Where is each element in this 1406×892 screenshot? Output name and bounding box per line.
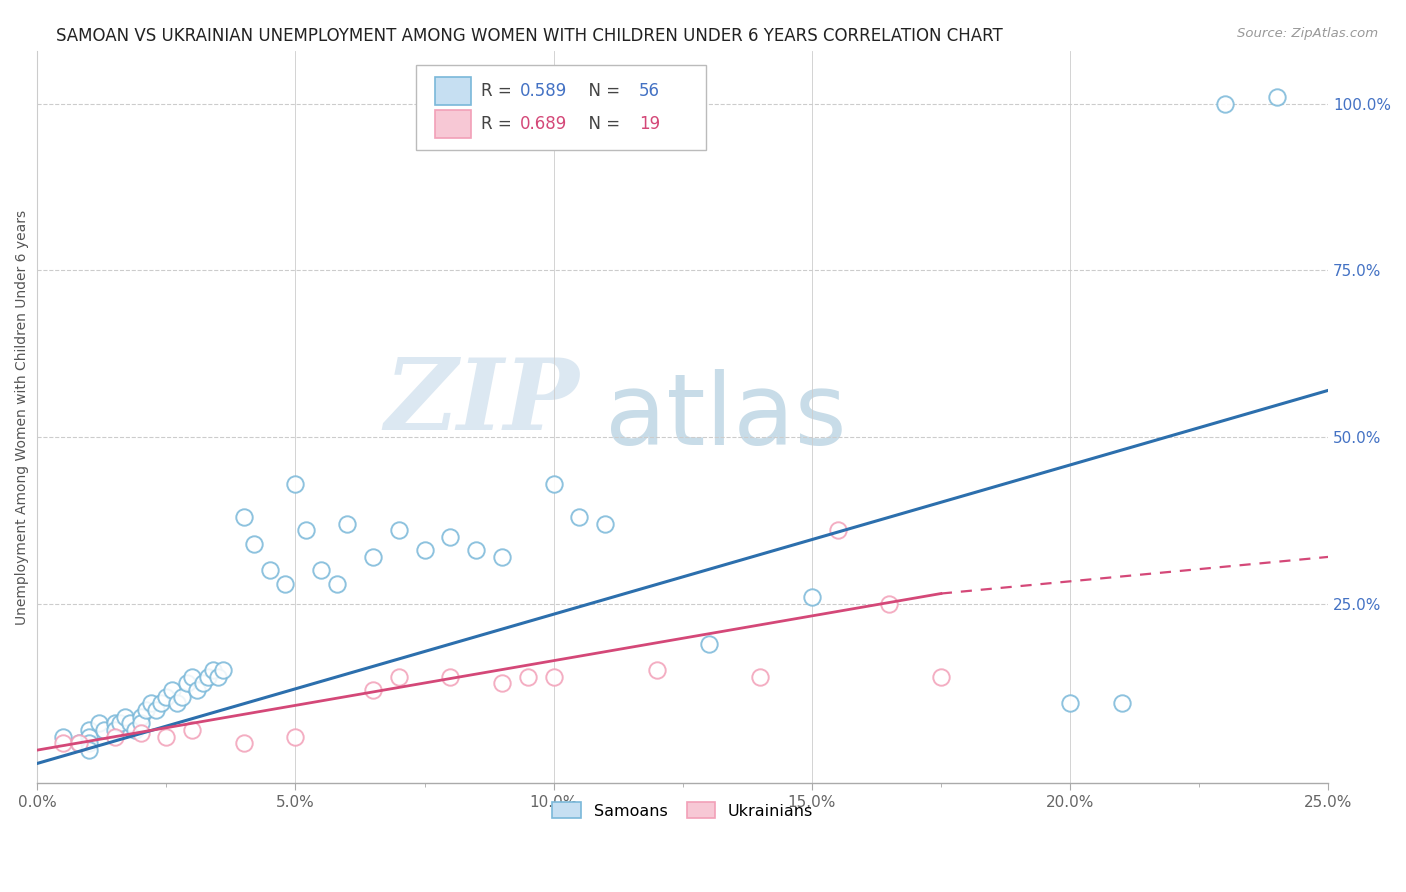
- Point: [207, 670, 229, 684]
- Point: [67, 736, 90, 750]
- Point: [129, 716, 152, 731]
- Point: [645, 663, 668, 677]
- Point: [388, 523, 411, 537]
- Point: [181, 670, 204, 684]
- Point: [595, 516, 617, 531]
- Point: [232, 510, 254, 524]
- Point: [697, 636, 720, 650]
- Point: [326, 576, 349, 591]
- Point: [191, 676, 214, 690]
- Point: [284, 476, 307, 491]
- Point: [77, 736, 100, 750]
- Point: [89, 716, 111, 731]
- Text: N =: N =: [578, 115, 626, 133]
- Point: [170, 690, 193, 704]
- Point: [543, 670, 565, 684]
- Point: [311, 563, 333, 577]
- Point: [176, 676, 198, 690]
- Point: [52, 736, 75, 750]
- Point: [201, 663, 224, 677]
- Text: ZIP: ZIP: [384, 354, 579, 450]
- Point: [361, 683, 384, 698]
- Point: [145, 703, 167, 717]
- Point: [336, 516, 359, 531]
- Point: [67, 736, 90, 750]
- Point: [93, 723, 115, 737]
- Text: N =: N =: [578, 82, 626, 100]
- Point: [77, 743, 100, 757]
- Point: [150, 697, 173, 711]
- Point: [568, 510, 591, 524]
- Point: [465, 543, 488, 558]
- Point: [129, 710, 152, 724]
- Text: Source: ZipAtlas.com: Source: ZipAtlas.com: [1237, 27, 1378, 40]
- Point: [197, 670, 219, 684]
- Point: [284, 730, 307, 744]
- Point: [491, 676, 513, 690]
- Text: R =: R =: [481, 82, 517, 100]
- Point: [361, 549, 384, 564]
- Point: [108, 716, 131, 731]
- Point: [186, 683, 208, 698]
- Point: [800, 590, 823, 604]
- Point: [388, 670, 411, 684]
- Point: [1265, 90, 1288, 104]
- Point: [77, 730, 100, 744]
- Point: [232, 736, 254, 750]
- Point: [124, 723, 146, 737]
- Point: [139, 697, 162, 711]
- Point: [413, 543, 436, 558]
- Point: [1213, 97, 1236, 112]
- Point: [104, 723, 127, 737]
- Point: [491, 549, 513, 564]
- Point: [160, 683, 183, 698]
- Point: [166, 697, 188, 711]
- Text: 0.689: 0.689: [520, 115, 568, 133]
- Point: [1111, 697, 1133, 711]
- Point: [77, 723, 100, 737]
- Point: [827, 523, 849, 537]
- Point: [877, 597, 900, 611]
- Point: [543, 476, 565, 491]
- Point: [243, 536, 266, 550]
- FancyBboxPatch shape: [416, 65, 706, 150]
- Point: [104, 730, 127, 744]
- Point: [104, 716, 127, 731]
- Point: [135, 703, 157, 717]
- Bar: [434, 110, 471, 138]
- Point: [749, 670, 772, 684]
- Point: [1059, 697, 1081, 711]
- Point: [181, 723, 204, 737]
- Point: [155, 690, 177, 704]
- Legend: Samoans, Ukrainians: Samoans, Ukrainians: [544, 794, 821, 827]
- Bar: [434, 77, 471, 105]
- Point: [929, 670, 952, 684]
- Point: [129, 726, 152, 740]
- Point: [259, 563, 281, 577]
- Point: [52, 730, 75, 744]
- Text: SAMOAN VS UKRAINIAN UNEMPLOYMENT AMONG WOMEN WITH CHILDREN UNDER 6 YEARS CORRELA: SAMOAN VS UKRAINIAN UNEMPLOYMENT AMONG W…: [56, 27, 1002, 45]
- Y-axis label: Unemployment Among Women with Children Under 6 years: Unemployment Among Women with Children U…: [15, 210, 30, 624]
- Text: R =: R =: [481, 115, 517, 133]
- Point: [295, 523, 318, 537]
- Point: [439, 670, 461, 684]
- Text: 56: 56: [638, 82, 659, 100]
- Text: 19: 19: [638, 115, 659, 133]
- Point: [114, 710, 136, 724]
- Point: [155, 730, 177, 744]
- Text: 0.589: 0.589: [520, 82, 568, 100]
- Point: [516, 670, 538, 684]
- Point: [212, 663, 235, 677]
- Point: [274, 576, 297, 591]
- Point: [120, 716, 142, 731]
- Point: [439, 530, 461, 544]
- Text: atlas: atlas: [606, 368, 846, 466]
